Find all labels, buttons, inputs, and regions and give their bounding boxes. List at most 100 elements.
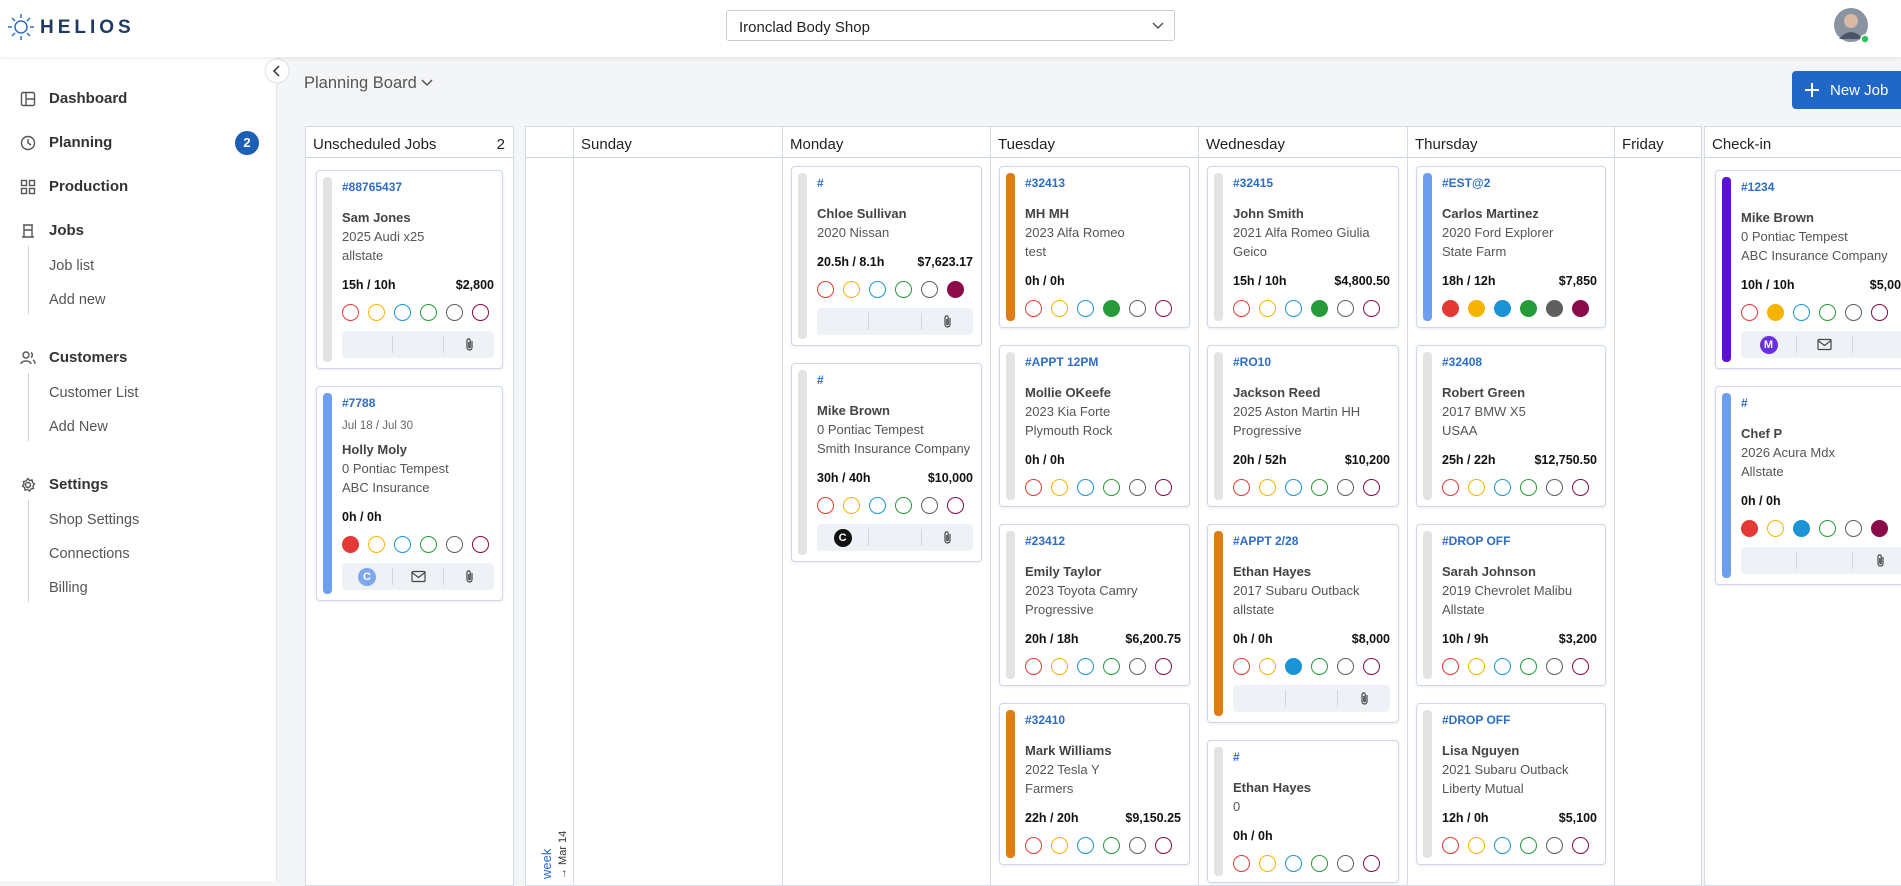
job-card[interactable]: #88765437 Sam Jones 2025 Audi x25 allstate 1… (316, 170, 503, 369)
job-card[interactable]: #32415 John Smith 2021 Alfa Romeo Giulia Ge… (1207, 166, 1399, 328)
status-dot[interactable] (1520, 479, 1537, 496)
nav-subitem[interactable]: Customer List (49, 385, 139, 401)
status-dot[interactable] (843, 497, 860, 514)
status-dot[interactable] (342, 536, 359, 553)
job-id[interactable]: #32415 (1233, 176, 1274, 190)
status-dot[interactable] (420, 536, 437, 553)
status-dot[interactable] (921, 281, 938, 298)
status-dot[interactable] (1494, 479, 1511, 496)
status-dot[interactable] (1103, 837, 1120, 854)
status-dot[interactable] (1468, 837, 1485, 854)
status-dot[interactable] (1546, 837, 1563, 854)
job-card[interactable]: #1234 Mike Brown 0 Pontiac Tempest ABC Insu… (1715, 170, 1901, 369)
status-dot[interactable] (1546, 479, 1563, 496)
job-id[interactable]: #32413 (1025, 176, 1066, 190)
job-id[interactable]: #DROP OFF (1442, 534, 1511, 548)
job-id[interactable]: #APPT 12PM (1025, 355, 1099, 369)
job-id[interactable]: #23412 (1025, 534, 1066, 548)
status-dot[interactable] (895, 281, 912, 298)
job-card[interactable]: #7788 Jul 18 / Jul 30 Holly Moly 0 Pontiac … (316, 386, 503, 601)
nav-item[interactable]: Planning (49, 134, 113, 151)
job-card[interactable]: #23412 Emily Taylor 2023 Toyota Camry Progr… (999, 524, 1190, 686)
status-dot[interactable] (1155, 300, 1172, 317)
status-dot[interactable] (1793, 304, 1810, 321)
status-dot[interactable] (1155, 837, 1172, 854)
status-dot[interactable] (1363, 479, 1380, 496)
week-label[interactable]: week (539, 848, 554, 879)
job-card[interactable]: #DROP OFF Lisa Nguyen 2021 Subaru Outback L… (1416, 703, 1606, 865)
status-dot[interactable] (1129, 658, 1146, 675)
status-dot[interactable] (446, 536, 463, 553)
status-dot[interactable] (368, 304, 385, 321)
status-dot[interactable] (1546, 300, 1563, 317)
status-dot[interactable] (1494, 658, 1511, 675)
status-dot[interactable] (472, 304, 489, 321)
status-dot[interactable] (1468, 479, 1485, 496)
job-card[interactable]: #EST@2 Carlos Martinez 2020 Ford Explorer S… (1416, 166, 1606, 328)
status-dot[interactable] (1468, 658, 1485, 675)
status-dot[interactable] (1103, 658, 1120, 675)
status-dot[interactable] (1363, 300, 1380, 317)
status-dot[interactable] (1871, 304, 1888, 321)
job-id[interactable]: #EST@2 (1442, 176, 1491, 190)
status-dot[interactable] (1259, 300, 1276, 317)
status-dot[interactable] (1285, 479, 1302, 496)
status-dot[interactable] (1025, 837, 1042, 854)
status-dot[interactable] (1572, 837, 1589, 854)
status-dot[interactable] (1442, 837, 1459, 854)
status-dot[interactable] (1285, 658, 1302, 675)
nav-item[interactable]: Dashboard (49, 90, 128, 107)
status-dot[interactable] (1233, 658, 1250, 675)
status-dot[interactable] (1767, 520, 1784, 537)
status-dot[interactable] (1741, 304, 1758, 321)
status-dot[interactable] (1520, 837, 1537, 854)
status-dot[interactable] (1819, 304, 1836, 321)
assignee-avatar[interactable]: M (1759, 335, 1778, 354)
nav-subitem[interactable]: Billing (49, 580, 88, 596)
status-dot[interactable] (394, 304, 411, 321)
status-dot[interactable] (1546, 658, 1563, 675)
job-id[interactable]: #DROP OFF (1442, 713, 1511, 727)
nav-item[interactable]: Production (49, 178, 129, 195)
status-dot[interactable] (420, 304, 437, 321)
board-title[interactable]: Planning Board (304, 74, 433, 93)
status-dot[interactable] (1259, 855, 1276, 872)
status-dot[interactable] (1103, 300, 1120, 317)
nav-item[interactable]: Settings (49, 476, 109, 493)
status-dot[interactable] (817, 281, 834, 298)
status-dot[interactable] (472, 536, 489, 553)
job-id[interactable]: #88765437 (342, 180, 403, 194)
status-dot[interactable] (1259, 658, 1276, 675)
status-dot[interactable] (1363, 855, 1380, 872)
status-dot[interactable] (1845, 304, 1862, 321)
job-id[interactable]: #32410 (1025, 713, 1066, 727)
status-dot[interactable] (1311, 479, 1328, 496)
status-dot[interactable] (1572, 479, 1589, 496)
job-id[interactable]: #1234 (1741, 180, 1775, 194)
status-dot[interactable] (1337, 855, 1354, 872)
status-dot[interactable] (1051, 658, 1068, 675)
nav-item[interactable]: Jobs (49, 222, 85, 239)
status-dot[interactable] (1767, 304, 1784, 321)
status-dot[interactable] (1337, 300, 1354, 317)
nav-subitem[interactable]: Job list (49, 258, 95, 274)
nav-subitem[interactable]: Add new (49, 292, 106, 308)
status-dot[interactable] (1520, 658, 1537, 675)
status-dot[interactable] (1103, 479, 1120, 496)
status-dot[interactable] (817, 497, 834, 514)
job-card[interactable]: #32410 Mark Williams 2022 Tesla Y Farmers 22… (999, 703, 1190, 865)
status-dot[interactable] (921, 497, 938, 514)
status-dot[interactable] (1468, 300, 1485, 317)
status-dot[interactable] (1285, 300, 1302, 317)
status-dot[interactable] (1442, 300, 1459, 317)
status-dot[interactable] (1520, 300, 1537, 317)
status-dot[interactable] (1259, 479, 1276, 496)
status-dot[interactable] (394, 536, 411, 553)
status-dot[interactable] (1077, 479, 1094, 496)
job-id[interactable]: # (1741, 396, 1748, 410)
status-dot[interactable] (1572, 300, 1589, 317)
new-job-button[interactable]: New Job (1792, 71, 1901, 109)
assignee-avatar[interactable]: C (833, 528, 852, 547)
status-dot[interactable] (1442, 479, 1459, 496)
status-dot[interactable] (1025, 658, 1042, 675)
